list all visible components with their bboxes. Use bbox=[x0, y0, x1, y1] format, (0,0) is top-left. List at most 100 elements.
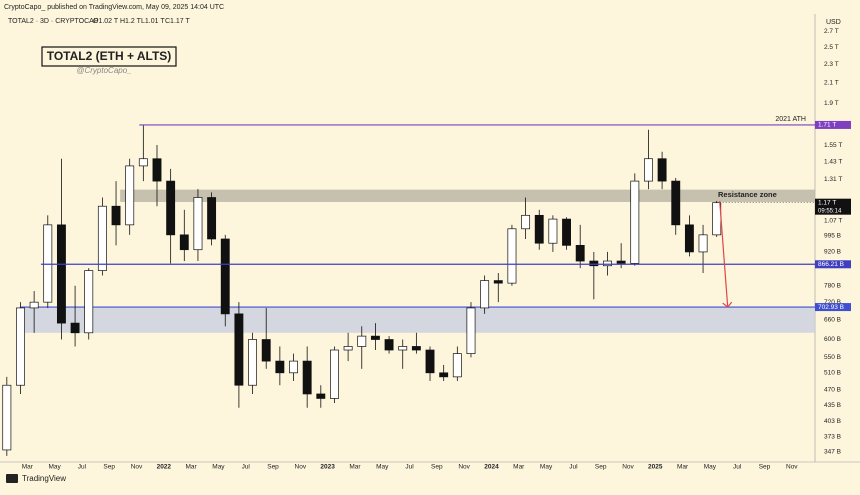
x-tick-label: Jul bbox=[242, 464, 251, 471]
ohlc-high: H1.2 T bbox=[120, 18, 142, 25]
candle-body bbox=[2, 384, 12, 451]
symbol: TOTAL2 · 3D · CRYPTOCAP bbox=[8, 18, 99, 25]
y-tick-label: 2.3 T bbox=[824, 61, 839, 68]
y-tick-label: 2.1 T bbox=[824, 80, 839, 87]
ath-line-tag-label: 1.71 T bbox=[818, 122, 836, 129]
y-tick-label: 2.7 T bbox=[824, 28, 839, 35]
candle-body bbox=[698, 234, 708, 253]
candle-body bbox=[644, 158, 653, 182]
x-tick-label: Mar bbox=[22, 464, 34, 471]
x-tick-label: Nov bbox=[295, 464, 307, 471]
x-tick-label: Sep bbox=[267, 464, 279, 471]
y-tick-label: 660 B bbox=[824, 317, 841, 324]
candle-body bbox=[657, 158, 667, 182]
ath-label: 2021 ATH bbox=[775, 116, 806, 123]
x-tick-label: Mar bbox=[186, 464, 198, 471]
candle-body bbox=[166, 180, 176, 236]
candle-body bbox=[562, 218, 571, 246]
y-tick-label: 995 B bbox=[824, 233, 841, 240]
x-tick-label: Jul bbox=[405, 464, 414, 471]
candle-body bbox=[534, 214, 544, 244]
candle-body bbox=[425, 349, 435, 374]
candle-body bbox=[152, 158, 162, 182]
countdown: 09:55:14 bbox=[818, 208, 842, 214]
y-tick-label: 1.07 T bbox=[824, 218, 842, 225]
ohlc-open: O1.02 T bbox=[93, 18, 119, 25]
x-tick-label: Mar bbox=[513, 464, 525, 471]
candle-body bbox=[507, 228, 517, 284]
candle-body bbox=[125, 165, 135, 226]
x-tick-label: Nov bbox=[786, 464, 798, 471]
candle-body bbox=[261, 339, 271, 362]
x-tick-label: Jul bbox=[78, 464, 87, 471]
candle-body bbox=[275, 360, 285, 374]
y-tick-label: 720 B bbox=[824, 299, 841, 306]
price-tag-label: 1.17 T bbox=[818, 199, 836, 206]
x-tick-label: Nov bbox=[458, 464, 470, 471]
x-tick-label: Mar bbox=[677, 464, 689, 471]
x-tick-label: Sep bbox=[431, 464, 443, 471]
y-tick-label: 510 B bbox=[824, 370, 841, 377]
candle-body bbox=[138, 158, 148, 167]
x-tick-label: Sep bbox=[595, 464, 607, 471]
x-tick-label: 2025 bbox=[648, 464, 663, 471]
brand: TradingView bbox=[22, 474, 66, 483]
x-tick-label: Sep bbox=[759, 464, 771, 471]
y-tick-label: 1.55 T bbox=[824, 142, 842, 149]
forecast-arrow bbox=[719, 200, 729, 308]
chart-title: TOTAL2 (ETH + ALTS) bbox=[47, 49, 172, 63]
candle-body bbox=[521, 214, 531, 230]
chart-subtitle: @CryptoCapo_ bbox=[76, 66, 131, 75]
y-tick-label: 1.43 T bbox=[824, 158, 842, 165]
candle-body bbox=[439, 372, 449, 378]
candle-body bbox=[452, 353, 462, 378]
candle-body bbox=[330, 349, 339, 399]
candle-body bbox=[370, 335, 380, 340]
title-box bbox=[41, 46, 177, 67]
currency: USD bbox=[826, 19, 841, 26]
candle-body bbox=[289, 360, 298, 374]
candle-body bbox=[684, 224, 694, 253]
candle-body bbox=[357, 335, 367, 347]
x-tick-label: Nov bbox=[131, 464, 143, 471]
y-tick-label: 347 B bbox=[824, 448, 841, 455]
candle-body bbox=[302, 360, 312, 395]
candle-body bbox=[43, 224, 53, 303]
ohlc-low: L1.01 T bbox=[141, 18, 165, 25]
support-zone bbox=[20, 307, 815, 333]
x-tick-label: Mar bbox=[349, 464, 361, 471]
candle-body bbox=[575, 245, 585, 262]
candle-body bbox=[671, 180, 681, 226]
x-tick-label: 2023 bbox=[320, 464, 335, 471]
y-tick-label: 373 B bbox=[824, 434, 841, 441]
y-tick-label: 435 B bbox=[824, 402, 841, 409]
candle-body bbox=[466, 307, 476, 354]
candle-body bbox=[411, 346, 421, 351]
support-tag bbox=[815, 303, 851, 312]
mid-line-tag bbox=[815, 260, 851, 269]
candle-body bbox=[548, 218, 558, 244]
x-tick-label: Sep bbox=[103, 464, 115, 471]
candle-body bbox=[179, 234, 189, 251]
x-tick-label: 2024 bbox=[484, 464, 499, 471]
publisher: CryptoCapo_ published on TradingView.com… bbox=[4, 4, 224, 11]
candle-body bbox=[603, 260, 612, 267]
candle-body bbox=[316, 393, 326, 399]
forecast-arrowhead bbox=[722, 301, 733, 308]
y-tick-label: 600 B bbox=[824, 336, 841, 343]
candle-body bbox=[630, 180, 640, 264]
candle-body bbox=[97, 205, 107, 271]
x-tick-label: May bbox=[540, 464, 553, 471]
candle-body bbox=[111, 205, 121, 226]
y-tick-label: 1.31 T bbox=[824, 176, 842, 183]
candle-body bbox=[480, 280, 490, 309]
candle-body bbox=[234, 313, 244, 386]
candle-body bbox=[16, 307, 25, 386]
x-tick-label: May bbox=[48, 464, 61, 471]
brand-logo bbox=[6, 474, 18, 483]
y-tick-label: 470 B bbox=[824, 386, 841, 393]
x-tick-label: May bbox=[212, 464, 225, 471]
y-tick-label: 780 B bbox=[824, 282, 841, 289]
